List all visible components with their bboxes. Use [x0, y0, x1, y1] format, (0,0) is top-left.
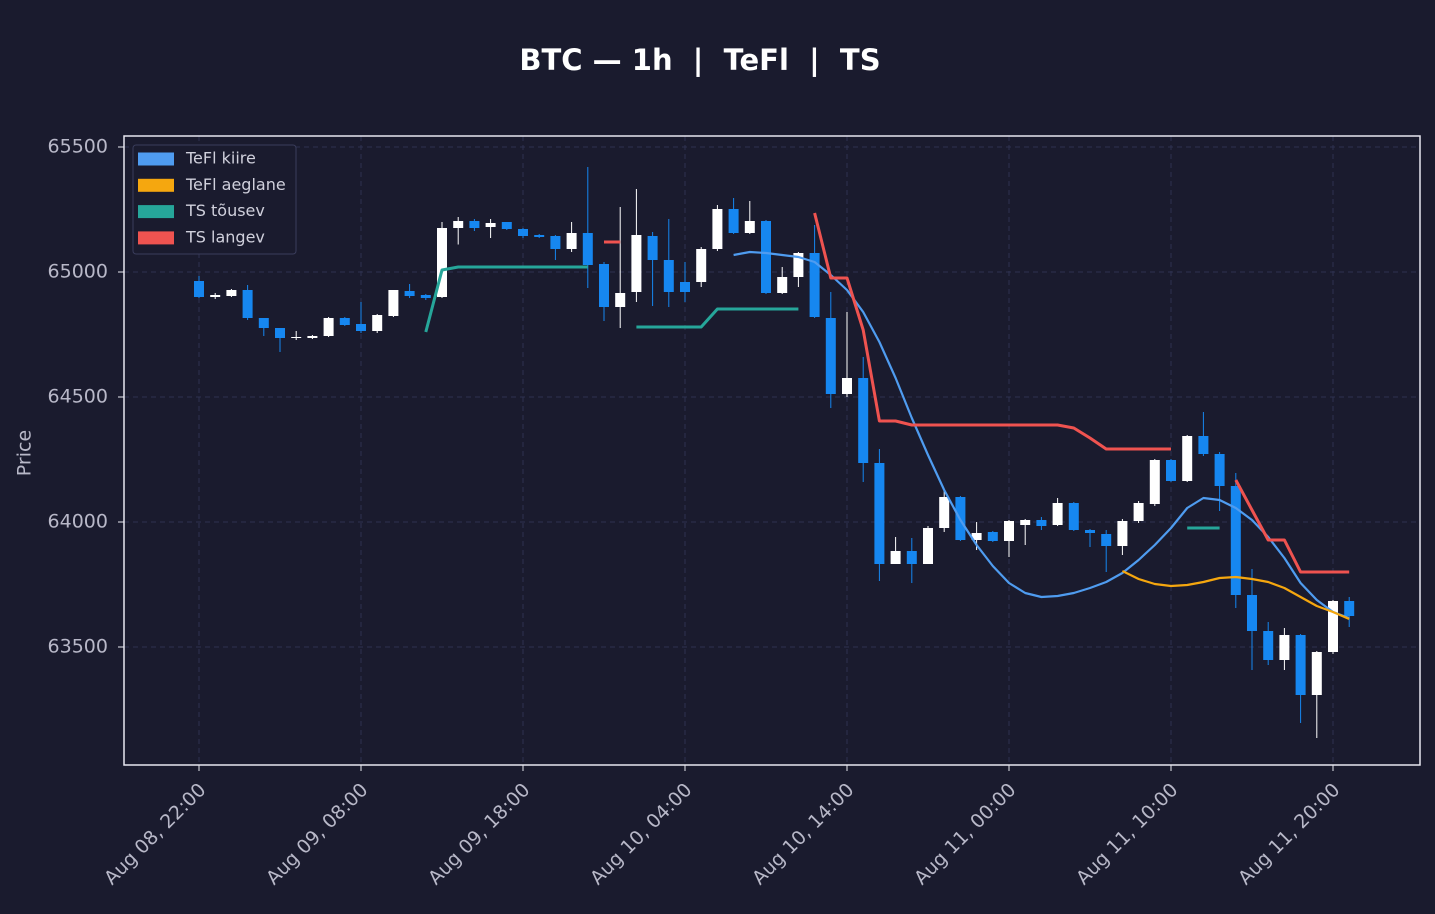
candle-body — [923, 528, 933, 564]
candle-body — [1295, 635, 1306, 695]
legend: TeFl kiire TeFl aeglane TS tõusev TS langev — [132, 144, 297, 255]
candle-body — [356, 324, 366, 331]
candle-body — [1101, 534, 1112, 546]
plot — [194, 167, 1355, 738]
legend-swatch — [138, 231, 174, 245]
candle-body — [1004, 521, 1014, 541]
candle-body — [1117, 521, 1128, 546]
candle-body — [696, 249, 707, 282]
legend-swatch — [138, 205, 174, 219]
candle-body — [566, 233, 577, 249]
candle-body — [599, 264, 609, 307]
candle-body — [242, 290, 253, 318]
candle-body — [761, 221, 771, 293]
candle-body — [858, 378, 869, 463]
candle-body — [615, 293, 626, 307]
candle-body — [1344, 601, 1355, 616]
indicator-line — [1121, 570, 1350, 621]
candle-body — [809, 253, 820, 317]
candle-body — [728, 209, 739, 233]
candle-body — [987, 532, 998, 541]
candle-body — [1198, 436, 1209, 454]
y-tick-label: 64500 — [48, 386, 108, 408]
chart-title: BTC — 1h | TeFl | TS — [519, 43, 880, 77]
candle-body — [1263, 631, 1274, 660]
candle-body — [437, 228, 447, 297]
legend-label: TeFl aeglane — [185, 175, 286, 194]
candle-body — [1182, 436, 1193, 481]
y-tick-label: 65000 — [48, 261, 108, 283]
candle-body — [1328, 601, 1338, 652]
indicator-line — [733, 250, 1350, 620]
candle-body — [275, 328, 285, 338]
candle-body — [258, 318, 269, 328]
candle-body — [550, 236, 561, 249]
candle-body — [307, 336, 318, 338]
candle-body — [1020, 520, 1031, 525]
candle-body — [1036, 520, 1047, 526]
indicator-line — [424, 265, 1220, 530]
candle-body — [210, 295, 221, 297]
candle-body — [420, 295, 431, 298]
candle-body — [890, 551, 901, 564]
candle-body — [501, 222, 512, 229]
candle-body — [663, 260, 674, 292]
candle-body — [1052, 503, 1063, 525]
candle-body — [825, 318, 836, 394]
candle-body — [1085, 530, 1095, 533]
candle-body — [485, 223, 496, 227]
candle-body — [1149, 460, 1160, 504]
candle-body — [339, 318, 350, 325]
candle-body — [372, 315, 383, 331]
candle-body — [291, 337, 302, 338]
candle-body — [226, 290, 237, 296]
candle-body — [712, 209, 723, 249]
candle-body — [404, 291, 415, 296]
y-axis-label: Price — [14, 430, 36, 476]
candle-body — [744, 221, 755, 233]
candle-body — [1166, 460, 1176, 481]
legend-label: TS langev — [185, 227, 265, 246]
legend-swatch — [138, 152, 174, 166]
candle-body — [874, 463, 885, 564]
candle-body — [631, 235, 642, 292]
candle-body — [1311, 652, 1322, 695]
candle-body — [1214, 454, 1225, 486]
legend-label: TS tõusev — [185, 201, 265, 220]
plot-frame — [123, 135, 1421, 766]
candle-body — [1068, 503, 1079, 530]
y-tick-label: 64000 — [48, 511, 108, 533]
candle-body — [453, 221, 464, 228]
candle-body — [388, 290, 399, 316]
candle-body — [582, 233, 593, 265]
candle-body — [1230, 486, 1241, 595]
candle-body — [1279, 635, 1290, 660]
candle-body — [939, 497, 950, 528]
candle-body — [469, 221, 480, 228]
candle-body — [680, 282, 690, 292]
y-tick-label: 63500 — [48, 636, 108, 658]
candle-body — [1133, 503, 1144, 521]
candle-body — [518, 229, 528, 236]
legend-label: TeFl kiire — [185, 149, 256, 168]
candle-body — [777, 277, 788, 293]
candle-body — [534, 235, 545, 237]
grid — [124, 136, 1420, 765]
candle-body — [647, 236, 658, 260]
candle-body — [323, 318, 334, 336]
candle-body — [842, 378, 852, 394]
candle-body — [1247, 595, 1257, 631]
candle-body — [793, 253, 804, 277]
candle-body — [906, 551, 917, 564]
legend-box — [132, 144, 297, 255]
legend-swatch — [138, 178, 174, 192]
y-tick-label: 65500 — [48, 136, 108, 158]
candle-body — [194, 281, 204, 297]
indicator-line — [604, 212, 1350, 574]
candle-body — [971, 533, 982, 540]
